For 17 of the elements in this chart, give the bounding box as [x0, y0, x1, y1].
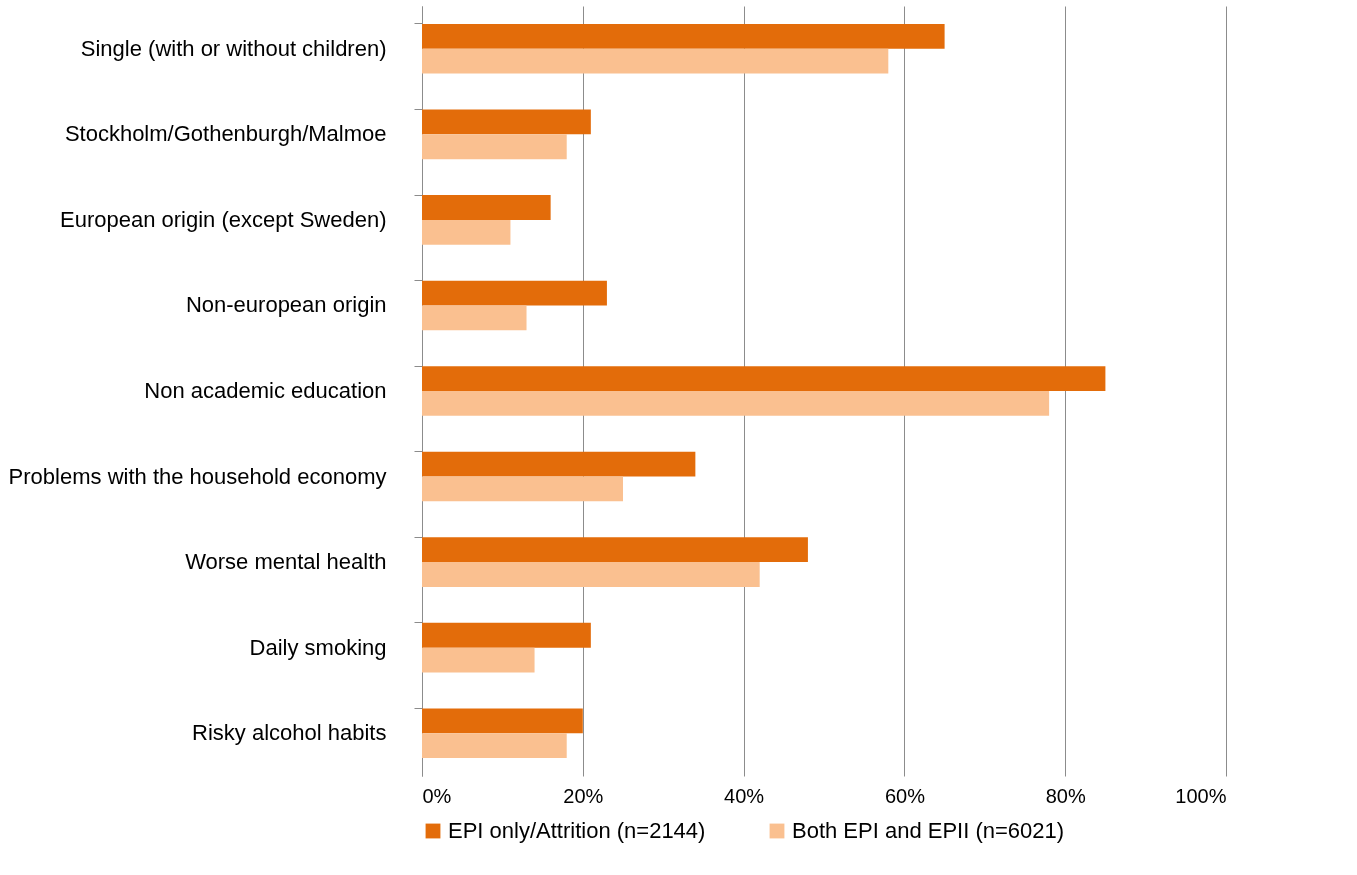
y-tick-label: Stockholm/Gothenburgh/Malmoe	[64, 121, 387, 147]
x-tick-label: 60%	[884, 784, 926, 807]
x-tick-label: 20%	[563, 784, 604, 807]
y-tick-label: Risky alcohol habits	[192, 720, 387, 746]
y-tick-label: Non-european origin	[185, 292, 387, 318]
y-tick-label: Problems with the household economy	[8, 463, 387, 489]
x-tick-label: 0%	[422, 784, 452, 807]
x-tick-label: 80%	[1045, 784, 1086, 807]
y-tick-label: European origin (except Sweden)	[59, 206, 387, 232]
legend-label: Both EPI and EPII (n=6021)	[792, 818, 1065, 843]
x-tick-label: 100%	[1175, 784, 1227, 807]
y-tick-label: Non academic education	[144, 378, 387, 403]
y-tick-label: Daily smoking	[249, 634, 387, 660]
x-tick-label: 40%	[724, 784, 765, 807]
y-tick-label: Worse mental health	[185, 549, 387, 575]
legend-label: EPI only/Attrition (n=2144)	[448, 818, 706, 843]
y-tick-label: Single (with or without children)	[80, 35, 387, 61]
